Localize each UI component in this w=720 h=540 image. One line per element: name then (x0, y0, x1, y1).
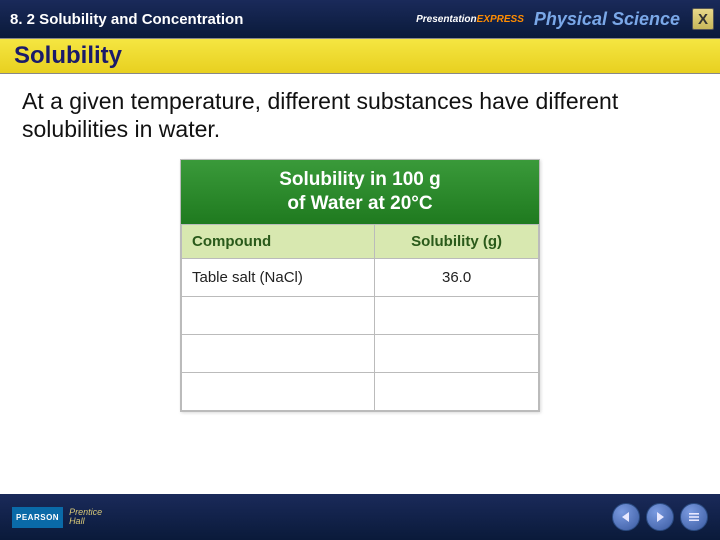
close-button[interactable]: X (692, 8, 714, 30)
top-bar: 8. 2 Solubility and Concentration Presen… (0, 0, 720, 38)
triangle-right-icon (654, 511, 666, 523)
cell-solubility: 36.0 (375, 258, 539, 296)
brand-subject: Physical Science (534, 9, 680, 30)
slide-heading: Solubility (14, 42, 122, 70)
table-row (182, 296, 539, 334)
table-title-line1: Solubility in 100 g (279, 169, 441, 190)
data-table: Compound Solubility (g) Table salt (NaCl… (181, 224, 539, 411)
brand-prefix: Presentation (416, 14, 477, 25)
cell-compound (182, 372, 375, 410)
table-row (182, 334, 539, 372)
brand-express: PresentationEXPRESS (416, 14, 524, 25)
table-row (182, 372, 539, 410)
table-title-line2: of Water at 20°C (287, 193, 432, 214)
table-title: Solubility in 100 g of Water at 20°C (181, 160, 539, 224)
close-icon: X (698, 11, 708, 28)
table-row: Table salt (NaCl) 36.0 (182, 258, 539, 296)
imprint-line2: Hall (69, 516, 85, 526)
body-text: At a given temperature, different substa… (22, 88, 698, 143)
menu-button[interactable] (680, 503, 708, 531)
prev-button[interactable] (612, 503, 640, 531)
nav-controls (612, 503, 708, 531)
next-button[interactable] (646, 503, 674, 531)
cell-compound: Table salt (NaCl) (182, 258, 375, 296)
bars-icon (688, 512, 700, 522)
cell-solubility (375, 334, 539, 372)
cell-compound (182, 296, 375, 334)
publisher-logo: PEARSON Prentice Hall (12, 507, 102, 528)
solubility-table: Solubility in 100 g of Water at 20°C Com… (180, 159, 540, 412)
chapter-title: 8. 2 Solubility and Concentration (10, 11, 243, 28)
cell-compound (182, 334, 375, 372)
cell-solubility (375, 296, 539, 334)
content-area: At a given temperature, different substa… (0, 74, 720, 426)
col-solubility: Solubility (g) (375, 224, 539, 258)
imprint: Prentice Hall (69, 508, 102, 526)
pearson-mark: PEARSON (12, 507, 63, 528)
brand-suffix: EXPRESS (477, 14, 524, 25)
brand-area: PresentationEXPRESS Physical Science X (416, 8, 714, 30)
heading-strip: Solubility (0, 38, 720, 74)
cell-solubility (375, 372, 539, 410)
triangle-left-icon (620, 511, 632, 523)
table-header-row: Compound Solubility (g) (182, 224, 539, 258)
col-compound: Compound (182, 224, 375, 258)
bottom-bar: PEARSON Prentice Hall (0, 494, 720, 540)
